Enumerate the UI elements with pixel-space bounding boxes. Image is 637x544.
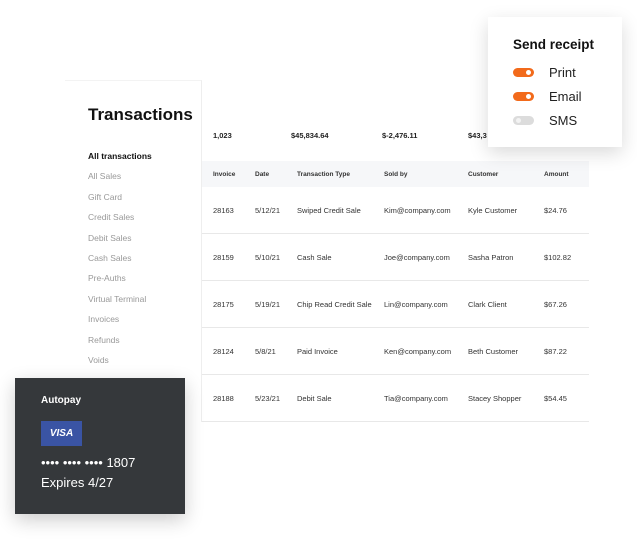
cell-customer: Kyle Customer — [468, 206, 518, 215]
column-header-transaction-type[interactable]: Transaction Type — [297, 171, 350, 178]
sidebar: Transactions All transactions All Sales Gi… — [65, 80, 202, 422]
sidebar-item-voids[interactable]: Voids — [88, 354, 109, 365]
toggle-switch[interactable] — [513, 91, 534, 101]
cell-customer: Stacey Shopper — [468, 394, 522, 403]
cell-transaction-type: Cash Sale — [297, 253, 332, 262]
sidebar-item-credit-sales[interactable]: Credit Sales — [88, 212, 135, 223]
cell-amount: $102.82 — [544, 253, 572, 262]
column-header-sold-by[interactable]: Sold by — [384, 171, 408, 178]
cell-invoice: 28175 — [213, 300, 234, 309]
cell-date: 5/12/21 — [255, 206, 281, 215]
column-header-amount[interactable]: Amount — [544, 171, 569, 178]
cell-customer: Beth Customer — [468, 347, 519, 356]
table-row[interactable]: 28159 5/10/21 Cash Sale Joe@company.com Sash… — [202, 234, 589, 281]
sidebar-item-gift-card[interactable]: Gift Card — [88, 191, 123, 202]
receipt-title: Send receipt — [513, 37, 595, 52]
stat-value: $-2,476.11 — [382, 131, 418, 140]
cell-customer: Sasha Patron — [468, 253, 514, 262]
table-row[interactable]: 28124 5/8/21 Paid Invoice Ken@company.com Be… — [202, 328, 589, 375]
cell-amount: $87.22 — [544, 347, 567, 356]
stat-value: $43,3 — [468, 131, 487, 140]
option-label: SMS — [549, 112, 578, 128]
column-header-invoice[interactable]: Invoice — [213, 171, 236, 178]
sidebar-item-debit-sales[interactable]: Debit Sales — [88, 232, 132, 243]
stat-value: $45,834.64 — [291, 131, 329, 140]
receipt-option-sms: SMS — [513, 112, 577, 128]
card-number: •••• •••• •••• 1807 — [41, 455, 136, 470]
cell-customer: Clark Client — [468, 300, 507, 309]
cell-date: 5/8/21 — [255, 347, 276, 356]
cell-transaction-type: Paid Invoice — [297, 347, 338, 356]
table-row[interactable]: 28163 5/12/21 Swiped Credit Sale Kim@compan… — [202, 187, 589, 234]
receipt-option-print: Print — [513, 64, 576, 80]
autopay-label: Autopay — [41, 395, 81, 406]
table-row[interactable]: 28188 5/23/21 Debit Sale Tia@company.com Sta… — [202, 375, 589, 422]
toggle-switch[interactable] — [513, 67, 534, 77]
cell-invoice: 28188 — [213, 394, 234, 403]
cell-sold-by: Tia@company.com — [384, 394, 448, 403]
sidebar-nav: All transactions All Sales Gift Card Credit… — [88, 151, 152, 375]
autopay-card: Autopay VISA •••• •••• •••• 1807 Expires… — [15, 378, 185, 514]
cell-amount: $67.26 — [544, 300, 567, 309]
cell-sold-by: Lin@company.com — [384, 300, 448, 309]
table-row[interactable]: 28175 5/19/21 Chip Read Credit Sale Lin@com… — [202, 281, 589, 328]
sidebar-item-all-sales[interactable]: All Sales — [88, 171, 122, 182]
cell-invoice: 28124 — [213, 347, 234, 356]
cell-transaction-type: Debit Sale — [297, 394, 332, 403]
table-header — [202, 161, 589, 187]
cell-transaction-type: Swiped Credit Sale — [297, 206, 361, 215]
visa-logo: VISA — [41, 421, 82, 446]
cell-amount: $54.45 — [544, 394, 567, 403]
option-label: Email — [549, 88, 582, 104]
sidebar-item-virtual-terminal[interactable]: Virtual Terminal — [88, 293, 147, 304]
cell-date: 5/10/21 — [255, 253, 281, 262]
cell-invoice: 28159 — [213, 253, 234, 262]
card-expiry: Expires 4/27 — [41, 475, 114, 490]
receipt-option-email: Email — [513, 88, 582, 104]
cell-invoice: 28163 — [213, 206, 234, 215]
sidebar-item-all-transactions[interactable]: All transactions — [88, 151, 152, 161]
cell-sold-by: Kim@company.com — [384, 206, 451, 215]
cell-amount: $24.76 — [544, 206, 567, 215]
cell-date: 5/23/21 — [255, 394, 281, 403]
column-header-customer[interactable]: Customer — [468, 171, 499, 178]
cell-sold-by: Ken@company.com — [384, 347, 452, 356]
sidebar-item-invoices[interactable]: Invoices — [88, 314, 120, 325]
cell-transaction-type: Chip Read Credit Sale — [297, 300, 372, 309]
sidebar-item-cash-sales[interactable]: Cash Sales — [88, 252, 132, 263]
page-title: Transactions — [88, 105, 193, 124]
cell-date: 5/19/21 — [255, 300, 281, 309]
option-label: Print — [549, 64, 576, 80]
column-header-date[interactable]: Date — [255, 171, 270, 178]
sidebar-item-pre-auths[interactable]: Pre-Auths — [88, 273, 126, 284]
sidebar-item-refunds[interactable]: Refunds — [88, 334, 120, 345]
toggle-switch[interactable] — [513, 115, 534, 125]
stat-value: 1,023 — [213, 131, 232, 140]
cell-sold-by: Joe@company.com — [384, 253, 450, 262]
send-receipt-card: Send receipt Print Email SMS — [488, 17, 622, 147]
